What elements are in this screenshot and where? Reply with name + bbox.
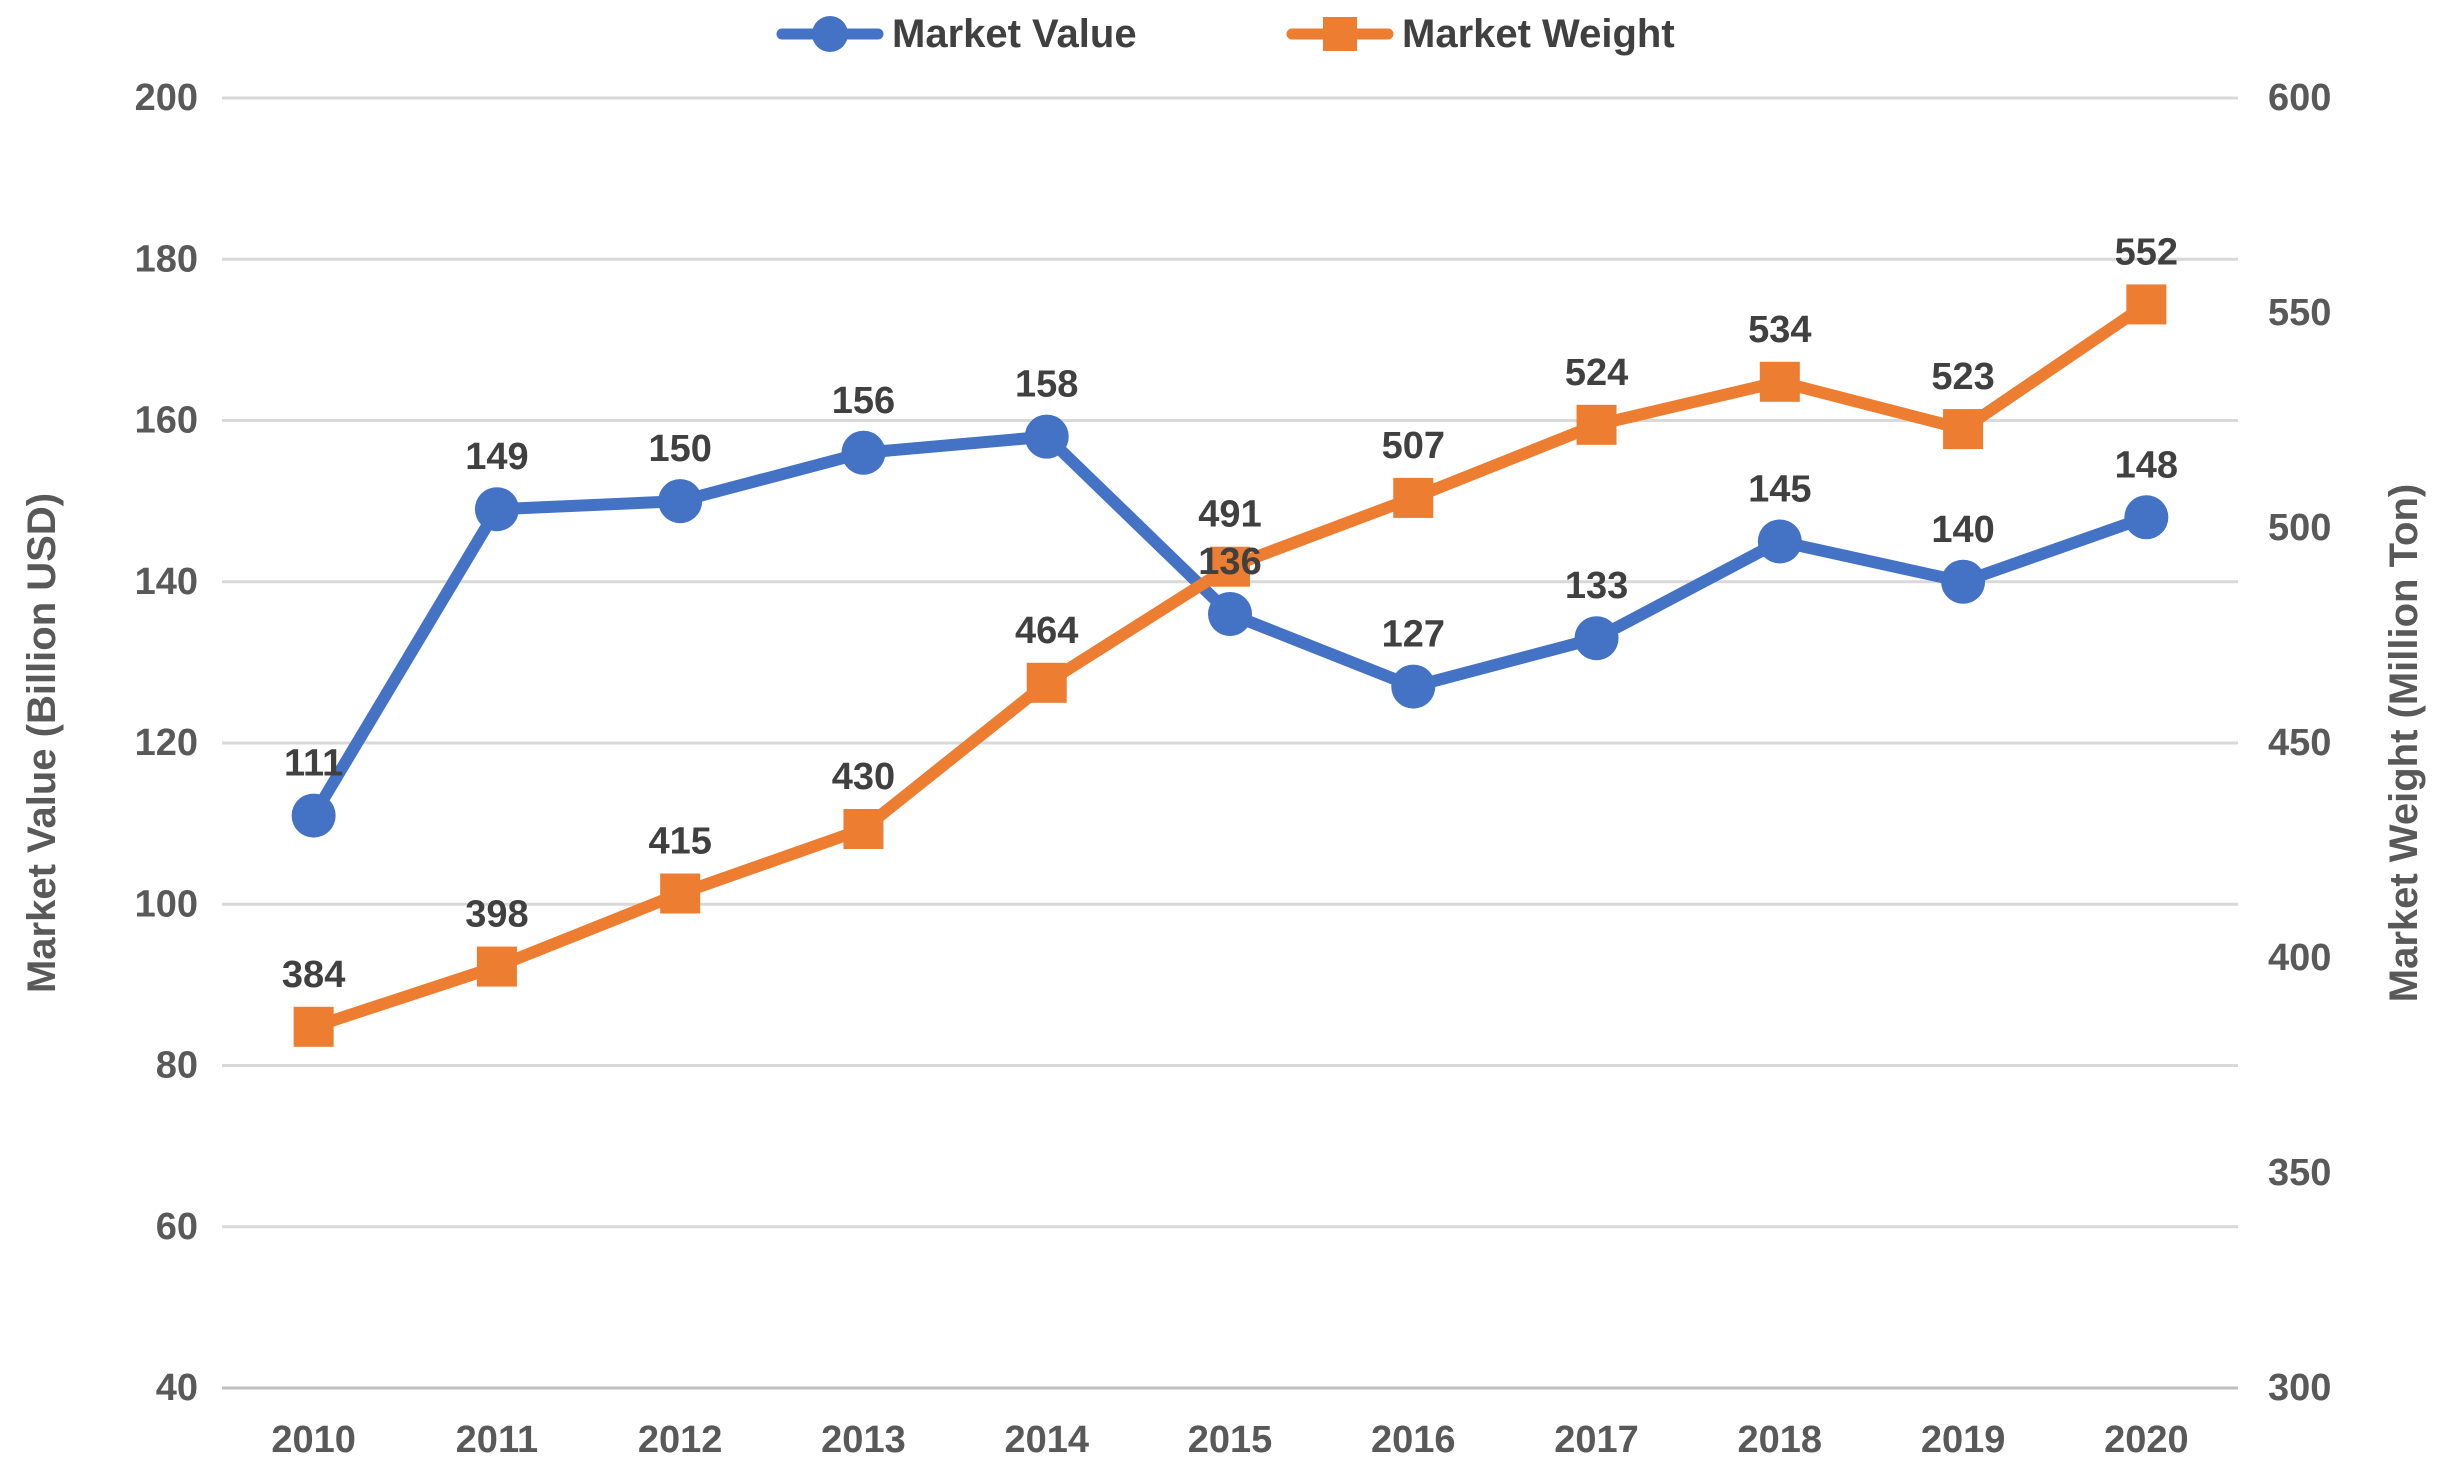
legend-item-label: Market Value — [892, 12, 1137, 56]
data-point-marker-circle — [474, 487, 519, 532]
data-label: 524 — [1565, 352, 1628, 394]
x-axis-tick-label: 2020 — [2104, 1419, 2189, 1461]
x-axis-tick-label: 2013 — [821, 1419, 906, 1461]
data-label: 148 — [2115, 444, 2178, 486]
x-axis-tick-label: 2011 — [456, 1419, 538, 1461]
legend-marker-square — [1323, 17, 1357, 51]
x-axis-tick-label: 2017 — [1554, 1419, 1639, 1461]
data-point-marker-circle — [2124, 495, 2169, 540]
left-axis-tick-label: 160 — [135, 400, 198, 442]
data-point-marker-circle — [1208, 592, 1252, 636]
data-point-marker-square — [1759, 361, 1800, 402]
data-label: 415 — [648, 821, 711, 863]
data-point-marker-circle — [1574, 616, 1619, 661]
right-axis-title: Market Weight (Million Ton) — [2382, 484, 2426, 1002]
right-axis-tick-label: 450 — [2268, 722, 2331, 764]
left-axis-tick-label: 60 — [156, 1206, 198, 1248]
data-point-marker-circle — [1757, 519, 1802, 564]
right-axis-tick-label: 550 — [2268, 292, 2331, 334]
data-label: 507 — [1382, 425, 1445, 467]
x-axis-tick-label: 2019 — [1921, 1419, 2006, 1461]
data-label: 156 — [832, 380, 895, 422]
data-point-marker-square — [660, 873, 701, 914]
data-point-marker-square — [843, 809, 884, 849]
data-label: 149 — [465, 436, 528, 478]
data-point-marker-square — [2126, 284, 2167, 325]
left-axis-tick-label: 200 — [135, 77, 198, 119]
x-axis-tick-label: 2016 — [1371, 1419, 1456, 1461]
data-label: 145 — [1748, 468, 1811, 510]
data-point-marker-square — [1576, 404, 1617, 445]
x-axis-tick-label: 2018 — [1738, 1419, 1823, 1461]
data-point-marker-square — [1210, 546, 1250, 587]
right-axis-tick-label: 500 — [2268, 507, 2331, 549]
data-label: 430 — [832, 756, 895, 798]
legend-item-label: Market Weight — [1402, 12, 1675, 56]
data-point-marker-circle — [1391, 664, 1436, 709]
data-label: 127 — [1382, 614, 1445, 656]
right-axis-tick-label: 350 — [2268, 1152, 2331, 1194]
left-axis-tick-label: 80 — [156, 1045, 198, 1087]
data-label: 158 — [1015, 364, 1078, 406]
data-point-marker-square — [293, 1006, 334, 1047]
left-axis-tick-label: 140 — [135, 561, 198, 603]
data-label: 464 — [1015, 610, 1078, 652]
left-axis-tick-label: 40 — [156, 1367, 198, 1409]
x-axis-tick-label: 2012 — [638, 1419, 723, 1461]
data-label: 140 — [1931, 509, 1994, 551]
data-label: 133 — [1565, 565, 1628, 607]
data-point-marker-square — [1943, 409, 1984, 450]
data-label: 534 — [1748, 309, 1811, 351]
x-axis-tick-label: 2010 — [271, 1419, 356, 1461]
data-point-marker-square — [476, 946, 517, 987]
data-point-marker-square — [1026, 662, 1067, 703]
data-label: 111 — [284, 743, 343, 785]
data-point-marker-circle — [841, 430, 886, 475]
left-axis-tick-label: 100 — [135, 883, 198, 925]
left-axis-tick-label: 180 — [135, 238, 198, 280]
data-label: 398 — [465, 894, 528, 936]
data-label: 491 — [1198, 494, 1261, 536]
right-axis-tick-label: 600 — [2268, 77, 2331, 119]
x-axis-tick-label: 2015 — [1188, 1419, 1273, 1461]
data-label: 523 — [1931, 356, 1994, 398]
data-point-marker-circle — [1024, 414, 1069, 459]
data-point-marker-circle — [291, 793, 336, 838]
data-point-marker-circle — [658, 479, 703, 524]
data-label: 136 — [1198, 541, 1261, 583]
left-axis-tick-label: 120 — [135, 722, 198, 764]
data-label: 150 — [648, 428, 711, 470]
right-axis-tick-label: 400 — [2268, 937, 2331, 979]
legend-marker-circle — [812, 16, 848, 52]
left-axis-title: Market Value (Billion USD) — [20, 493, 64, 993]
data-label: 384 — [282, 954, 345, 996]
x-axis-tick-label: 2014 — [1004, 1419, 1089, 1461]
data-label: 552 — [2115, 231, 2178, 273]
data-point-marker-circle — [1941, 559, 1986, 604]
data-point-marker-square — [1393, 477, 1434, 518]
right-axis-tick-label: 300 — [2268, 1367, 2331, 1409]
